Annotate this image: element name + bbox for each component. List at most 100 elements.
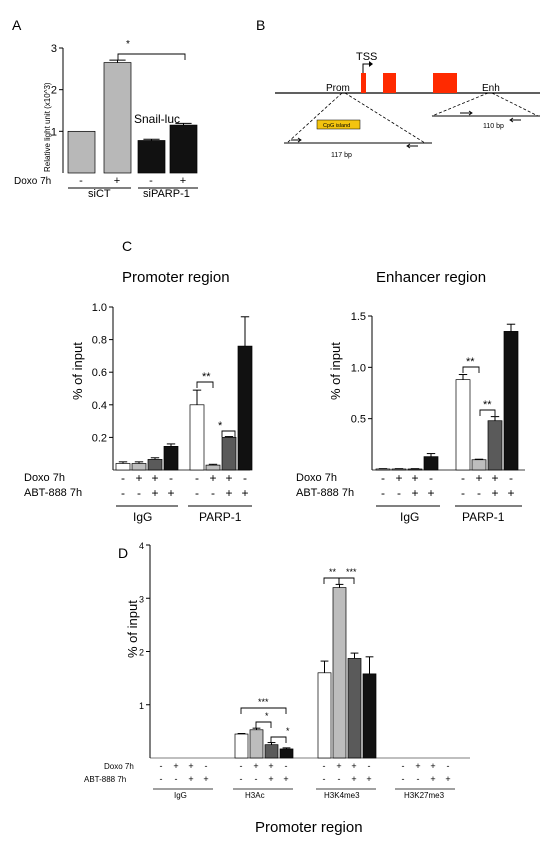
panel-c2-doxo-sign: + [475, 471, 482, 485]
panel-c2-group-igg: IgG [400, 510, 419, 524]
panel-c2-bar [487, 420, 503, 471]
prom-amplicon-size: 117 bp [331, 152, 352, 159]
panel-d-y-tick-label: 1 [139, 701, 144, 711]
panel-c1-sig-double: ** [202, 371, 211, 383]
panel-c2-y-tick-label: 0.5 [351, 414, 366, 426]
panel-c-enhancer-chart: % of input Doxo 7h ABT-888 7h IgG PARP-1… [296, 342, 505, 524]
panel-c1-bar [237, 345, 253, 471]
panel-d-bar [264, 744, 279, 759]
panel-d-sig-bracket-2 [255, 721, 272, 728]
panel-d-abt-sign: + [366, 774, 371, 784]
panel-c1-abt-sign: - [137, 486, 141, 500]
panel-c2-doxo-sign: + [411, 471, 418, 485]
panel-c1-sig-bracket-2 [221, 430, 236, 437]
panel-a-chart: Relative light unit (x10^3) Snail-luc Do… [14, 39, 190, 200]
panel-d-doxo-sign: + [173, 761, 178, 771]
panel-d-bar [332, 587, 347, 759]
panel-c2-bar [471, 459, 487, 471]
panel-d-abt-sign: - [175, 774, 178, 784]
panel-d-bottom-title: Promoter region [255, 819, 363, 836]
panel-c1-abt-sign: - [195, 486, 199, 500]
enh-zoom-left [431, 92, 489, 117]
panel-c2-doxo-sign: - [461, 471, 465, 485]
panel-c2-sig-double-1: ** [466, 356, 475, 368]
panel-c1-y-tick-label: 1.0 [92, 302, 107, 314]
cpg-island-label: CpG island [323, 123, 350, 129]
panel-d-abt-label: ABT-888 7h [84, 775, 126, 784]
panel-d-y-tick-label: 3 [139, 594, 144, 604]
panel-d-abt-sign: - [160, 774, 163, 784]
panel-d-group-igg: IgG [174, 791, 187, 800]
panel-d-doxo-label: Doxo 7h [104, 762, 134, 771]
exon-3 [433, 73, 457, 93]
panel-a-bar [169, 124, 198, 174]
panel-c1-doxo-sign: + [151, 471, 158, 485]
panel-c2-bar [375, 468, 391, 471]
panel-d-abt-sign: + [268, 774, 273, 784]
panel-d-doxo-sign: + [253, 761, 258, 771]
panel-d-abt-sign: + [283, 774, 288, 784]
panel-d-y-tick-label: 4 [139, 541, 144, 551]
panel-a-bar [67, 130, 96, 174]
panel-d-sig-5: *** [346, 567, 357, 577]
panel-c2-abt-label: ABT-888 7h [296, 487, 354, 499]
panel-c2-group-parp: PARP-1 [462, 510, 505, 524]
tss-label: TSS [356, 51, 377, 63]
panel-d-abt-sign: + [188, 774, 193, 784]
panel-d-bar [317, 672, 332, 759]
panel-c1-abt-sign: - [211, 486, 215, 500]
panel-d-doxo-sign: - [368, 761, 371, 771]
enh-zoom-right [491, 92, 539, 117]
panel-d-sig-4: ** [329, 567, 337, 577]
enh-label: Enh [482, 83, 500, 94]
panel-c2-abt-sign: + [507, 486, 514, 500]
panel-d-bar [249, 729, 264, 759]
panel-d-sig-2: * [265, 711, 269, 721]
panel-d-group-h3k27me3: H3K27me3 [404, 791, 445, 800]
panel-c1-doxo-label: Doxo 7h [24, 472, 65, 484]
enh-reverse-primer-icon [509, 117, 521, 123]
panel-d-sig-bracket-4 [323, 577, 340, 584]
panel-c1-doxo-sign: - [121, 471, 125, 485]
panel-d-y-tick-label: 2 [139, 648, 144, 658]
panel-d-abt-sign: - [240, 774, 243, 784]
tss-arrow-icon [362, 63, 371, 73]
panel-d-sig-bracket-3 [270, 736, 287, 743]
panel-a-sig: * [126, 39, 130, 50]
panel-d-group-h3k4me3: H3K4me3 [324, 791, 360, 800]
panel-c2-abt-sign: - [477, 486, 481, 500]
panel-c1-abt-label: ABT-888 7h [24, 487, 82, 499]
panel-label-a: A [12, 17, 22, 33]
panel-a-sig-bracket [117, 53, 186, 60]
panel-d-sig-bracket-1 [240, 707, 287, 714]
panel-c1-bar [131, 463, 147, 471]
panel-c1-sig-bracket-1 [196, 381, 214, 388]
panel-c2-ylabel: % of input [328, 342, 343, 400]
panel-c2-sig-double-2: ** [483, 399, 492, 411]
panel-c2-doxo-sign: - [381, 471, 385, 485]
panel-c1-group-igg: IgG [133, 510, 152, 524]
panel-a-doxo-sign: - [149, 175, 153, 187]
panel-c-promoter-chart: % of input Doxo 7h ABT-888 7h IgG PARP-1… [24, 342, 242, 524]
panel-d-abt-sign: - [255, 774, 258, 784]
panel-c2-y-tick-label: 1.0 [351, 362, 366, 374]
panel-c2-sig-bracket-1 [462, 366, 480, 373]
prom-forward-primer-icon [291, 137, 302, 143]
panel-d-abt-sign: - [323, 774, 326, 784]
panel-c2-bar [455, 379, 471, 471]
panel-c2-abt-sign: + [427, 486, 434, 500]
panel-c2-abt-sign: - [381, 486, 385, 500]
panel-d-chart: % of input Doxo 7h ABT-888 7h IgG H3Ac H… [84, 567, 445, 836]
panel-c2-abt-sign: + [411, 486, 418, 500]
panel-c-enhancer-title: Enhancer region [376, 269, 486, 286]
panel-d-doxo-sign: - [205, 761, 208, 771]
panel-c2-sig-bracket-2 [479, 409, 496, 416]
panel-d-doxo-sign: - [447, 761, 450, 771]
panel-c2-abt-sign: - [461, 486, 465, 500]
panel-a-y-tick-label: 2 [51, 85, 57, 97]
panel-c-promoter-title: Promoter region [122, 269, 230, 286]
panel-a-title: Snail-luc [134, 112, 180, 126]
panel-a-bar [103, 62, 132, 174]
panel-c1-doxo-sign: + [209, 471, 216, 485]
